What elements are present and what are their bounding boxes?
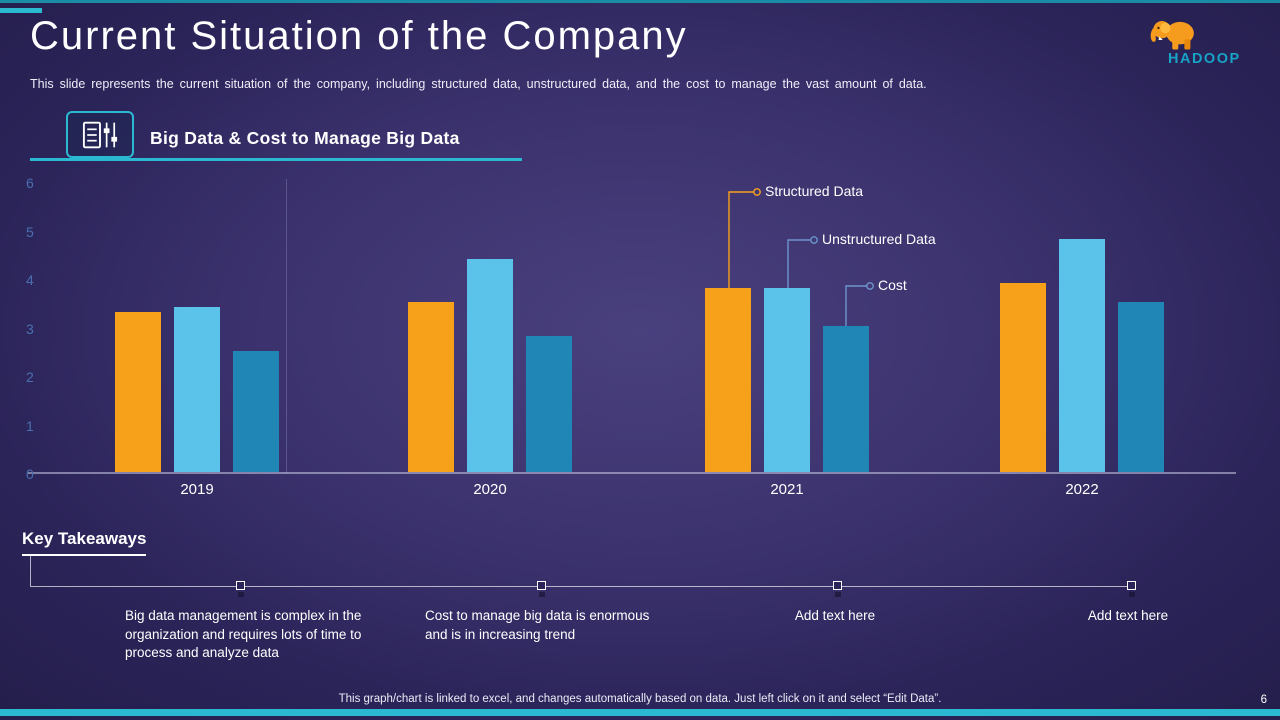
- bar-unstructured-data-2019: [174, 307, 220, 472]
- timeline-node-2: [537, 581, 546, 597]
- y-tick-label: 3: [26, 320, 34, 337]
- x-axis-label-2022: 2022: [1065, 481, 1099, 498]
- section-title: Big Data & Cost to Manage Big Data: [150, 128, 460, 148]
- x-axis-label-2019: 2019: [180, 481, 214, 498]
- legend-unstructured-data: Unstructured Data: [822, 231, 936, 247]
- takeaway-item-3[interactable]: Add text here: [794, 608, 876, 623]
- y-tick-label: 2: [26, 369, 34, 385]
- timeline-connector-vertical: [30, 556, 31, 586]
- bar-unstructured-data-2020: [467, 259, 513, 472]
- top-accent-dash: [0, 8, 42, 13]
- report-sliders-icon: [82, 121, 118, 148]
- bar-structured-data-2019: [115, 312, 161, 472]
- bar-cost-2019: [233, 351, 279, 472]
- bar-cost-2021: [823, 326, 869, 472]
- timeline-node-4: [1127, 581, 1136, 597]
- timeline-node-3: [833, 581, 842, 597]
- timeline-node-1: [236, 581, 245, 597]
- bar-group-2022: 2022: [1000, 239, 1164, 498]
- x-axis-line: [28, 472, 1236, 474]
- legend-structured-data: Structured Data: [765, 183, 864, 199]
- takeaway-item-2: Cost to manage big data is enormous and …: [425, 608, 650, 642]
- y-tick-label: 5: [26, 223, 34, 240]
- bar-cost-2020: [526, 336, 572, 472]
- bar-structured-data-2022: [1000, 283, 1046, 472]
- takeaway-item-4[interactable]: Add text here: [1087, 608, 1169, 623]
- footer-note: This graph/chart is linked to excel, and…: [338, 693, 942, 705]
- bar-unstructured-data-2022: [1059, 239, 1105, 472]
- x-axis-label-2021: 2021: [770, 481, 804, 498]
- bar-unstructured-data-2021: [764, 288, 810, 472]
- hadoop-elephant-icon: [1148, 15, 1200, 58]
- logo-text: HADOOP: [1168, 51, 1241, 67]
- bar-group-2021: 2021: [705, 288, 869, 498]
- y-tick-label: 6: [26, 175, 34, 191]
- page-number: 6: [1260, 694, 1267, 706]
- x-axis-label-2020: 2020: [473, 481, 507, 498]
- top-accent-line: [0, 0, 1280, 3]
- y-tick-label: 0: [26, 466, 34, 482]
- key-takeaways-title: Key Takeaways: [22, 529, 147, 556]
- bar-chart[interactable]: 0 1 2 3 4 5 6 2019 2020 2021 2022 Structured Data Un…: [20, 175, 1236, 498]
- section-icon-box: [66, 111, 134, 158]
- bottom-accent-bar: [0, 709, 1280, 716]
- bar-group-2020: 2020: [408, 259, 572, 498]
- bar-structured-data-2020: [408, 302, 454, 472]
- legend-cost: Cost: [878, 277, 907, 293]
- timeline-line: [30, 586, 1132, 587]
- bar-group-2019: 2019: [115, 307, 279, 498]
- y-tick-label: 4: [26, 272, 34, 288]
- slide-title: Current Situation of the Company: [30, 14, 688, 58]
- takeaway-item-1: Big data management is complex in the or…: [125, 608, 362, 660]
- y-tick-label: 1: [26, 417, 34, 434]
- axis-vertical-line: [286, 179, 287, 473]
- bar-structured-data-2021: [705, 288, 751, 472]
- bar-cost-2022: [1118, 302, 1164, 472]
- section-underline: [30, 158, 522, 161]
- slide-subtitle: This slide represents the current situat…: [30, 77, 927, 91]
